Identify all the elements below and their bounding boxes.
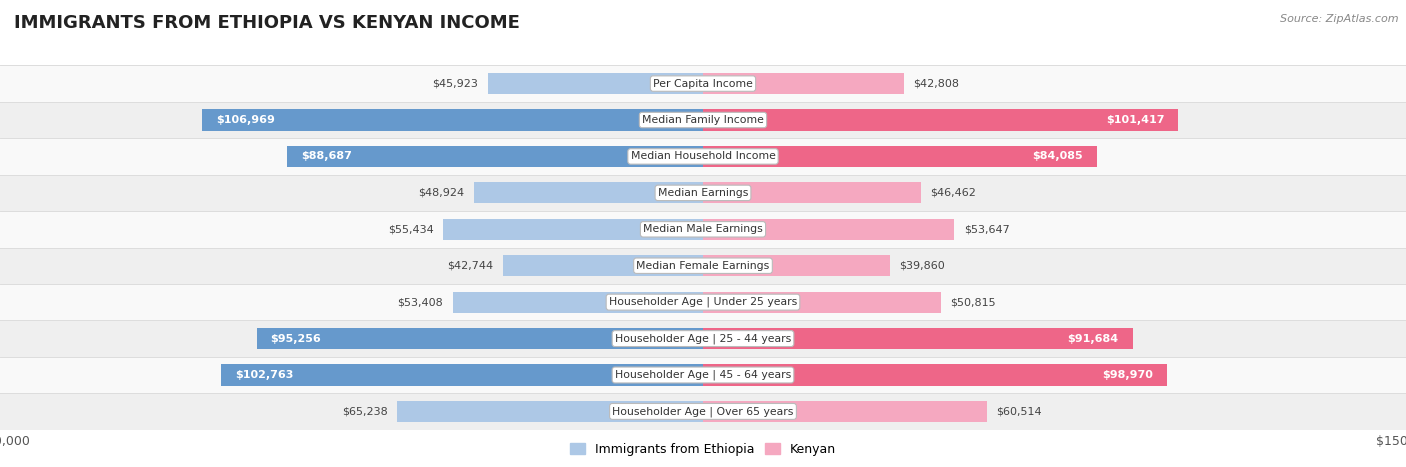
Bar xyxy=(398,401,703,422)
Text: $101,417: $101,417 xyxy=(1105,115,1164,125)
Text: $45,923: $45,923 xyxy=(433,78,478,89)
Text: $46,462: $46,462 xyxy=(931,188,976,198)
Text: $48,924: $48,924 xyxy=(418,188,464,198)
Bar xyxy=(0,284,1406,320)
Bar xyxy=(703,109,1178,131)
Bar xyxy=(703,73,904,94)
Bar xyxy=(256,328,703,349)
Text: Median Household Income: Median Household Income xyxy=(630,151,776,162)
Text: IMMIGRANTS FROM ETHIOPIA VS KENYAN INCOME: IMMIGRANTS FROM ETHIOPIA VS KENYAN INCOM… xyxy=(14,14,520,32)
Text: $106,969: $106,969 xyxy=(215,115,274,125)
Text: $95,256: $95,256 xyxy=(270,333,322,344)
Bar xyxy=(503,255,703,276)
Bar xyxy=(703,401,987,422)
Text: $65,238: $65,238 xyxy=(342,406,388,417)
Bar xyxy=(0,320,1406,357)
Text: Median Male Earnings: Median Male Earnings xyxy=(643,224,763,234)
Text: Householder Age | Over 65 years: Householder Age | Over 65 years xyxy=(612,406,794,417)
Text: $98,970: $98,970 xyxy=(1102,370,1153,380)
Text: $42,744: $42,744 xyxy=(447,261,494,271)
Bar xyxy=(0,65,1406,102)
Bar xyxy=(221,364,703,386)
Bar xyxy=(201,109,703,131)
Bar xyxy=(703,255,890,276)
Bar xyxy=(0,211,1406,248)
Text: Median Earnings: Median Earnings xyxy=(658,188,748,198)
Text: Source: ZipAtlas.com: Source: ZipAtlas.com xyxy=(1281,14,1399,24)
Bar xyxy=(453,291,703,313)
Bar xyxy=(703,219,955,240)
Text: $53,408: $53,408 xyxy=(398,297,443,307)
Text: $55,434: $55,434 xyxy=(388,224,434,234)
Text: $50,815: $50,815 xyxy=(950,297,997,307)
Bar xyxy=(0,357,1406,393)
Bar xyxy=(474,182,703,204)
Bar xyxy=(0,248,1406,284)
Text: $84,085: $84,085 xyxy=(1032,151,1083,162)
Text: $88,687: $88,687 xyxy=(301,151,353,162)
Legend: Immigrants from Ethiopia, Kenyan: Immigrants from Ethiopia, Kenyan xyxy=(565,438,841,461)
Bar xyxy=(703,328,1133,349)
Bar xyxy=(287,146,703,167)
Bar xyxy=(443,219,703,240)
Bar xyxy=(703,364,1167,386)
Bar xyxy=(703,291,941,313)
Text: Householder Age | 25 - 44 years: Householder Age | 25 - 44 years xyxy=(614,333,792,344)
Text: $39,860: $39,860 xyxy=(900,261,945,271)
Text: $91,684: $91,684 xyxy=(1067,333,1119,344)
Text: Per Capita Income: Per Capita Income xyxy=(652,78,754,89)
Bar xyxy=(488,73,703,94)
Text: Median Family Income: Median Family Income xyxy=(643,115,763,125)
Bar xyxy=(0,175,1406,211)
Bar xyxy=(0,138,1406,175)
Text: $60,514: $60,514 xyxy=(995,406,1042,417)
Text: Median Female Earnings: Median Female Earnings xyxy=(637,261,769,271)
Text: $102,763: $102,763 xyxy=(235,370,294,380)
Bar xyxy=(0,102,1406,138)
Text: Householder Age | Under 25 years: Householder Age | Under 25 years xyxy=(609,297,797,307)
Text: $42,808: $42,808 xyxy=(912,78,959,89)
Bar xyxy=(0,393,1406,430)
Bar xyxy=(703,146,1097,167)
Text: $53,647: $53,647 xyxy=(963,224,1010,234)
Text: Householder Age | 45 - 64 years: Householder Age | 45 - 64 years xyxy=(614,370,792,380)
Bar xyxy=(703,182,921,204)
